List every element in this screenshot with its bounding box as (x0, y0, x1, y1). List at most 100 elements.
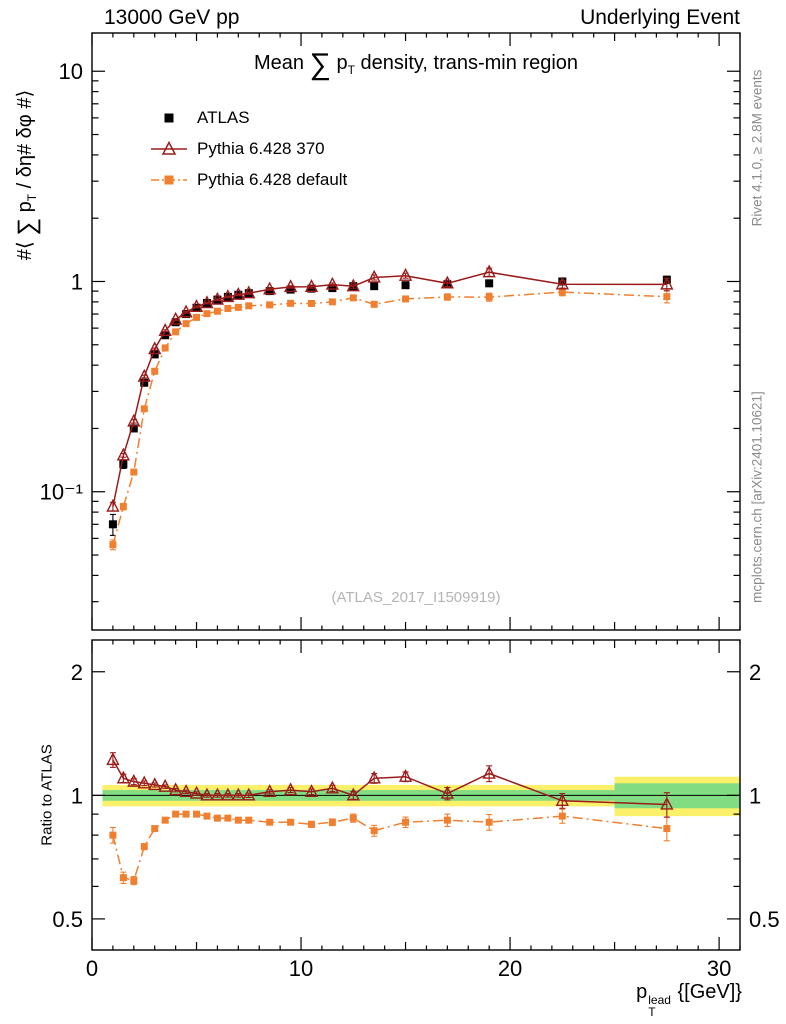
ratio-tick-label-right: 2 (749, 660, 761, 685)
marker-square (443, 293, 451, 301)
series-line (112, 813, 667, 882)
marker-open-triangle (242, 787, 256, 801)
marker-open-triangle (168, 782, 183, 796)
marker-open-triangle (263, 784, 277, 798)
marker-open-triangle (200, 787, 214, 801)
marker-square (266, 301, 274, 309)
marker-open-triangle (482, 264, 496, 278)
analysis-group-label: Underlying Event (580, 6, 740, 29)
marker-open-triangle (367, 269, 381, 283)
marker-square (213, 814, 221, 822)
marker-square (265, 287, 274, 296)
marker-open-triangle (440, 785, 455, 799)
plot-title-p-sub: T (347, 63, 355, 77)
marker-square (234, 303, 242, 311)
pythia-default-marker-icon (150, 171, 188, 189)
marker-open-triangle (137, 368, 151, 382)
x-tick-label: 20 (498, 956, 522, 981)
marker-square (349, 814, 357, 822)
marker-open-triangle (346, 787, 360, 801)
x-axis-label-unit: {[GeV]} (671, 981, 742, 1003)
marker-square (213, 307, 221, 315)
marker-square (129, 424, 138, 433)
y-axis-label: #⟨ ∑ pT / δη# δφ #⟩ (12, 90, 42, 261)
marker-square (663, 825, 671, 833)
marker-open-triangle (179, 304, 193, 318)
marker-square (151, 367, 159, 375)
marker-square (328, 284, 337, 293)
marker-open-triangle (367, 770, 381, 784)
marker-open-triangle (106, 752, 120, 766)
x-axis-label-sub: T (648, 1005, 656, 1019)
analysis-id-watermark: (ATLAS_2017_I1509919) (331, 589, 501, 606)
plot-title: Mean ∑ pT density, trans-min region (92, 48, 740, 82)
marker-open-triangle (189, 299, 204, 312)
ratio-tick-label-left: 0.5 (52, 907, 83, 932)
marker-open-triangle (221, 289, 235, 303)
marker-square (328, 298, 336, 306)
x-axis-label: p lead T {[GeV]} (636, 981, 742, 1018)
marker-open-triangle (179, 784, 193, 798)
legend-marker-shape (164, 113, 174, 122)
marker-square (370, 827, 378, 835)
marker-square (245, 816, 253, 824)
x-axis-label-sup: lead (648, 993, 671, 1007)
marker-square (140, 843, 148, 851)
marker-square (130, 468, 138, 476)
marker-square (558, 288, 566, 296)
marker-open-triangle (482, 765, 496, 779)
marker-square (349, 294, 357, 302)
ratio-axis-label: Ratio to ATLAS (38, 744, 56, 846)
marker-square (119, 874, 127, 882)
marker-square (140, 405, 148, 413)
marker-square (224, 814, 232, 822)
series-line (112, 291, 667, 545)
marker-square (203, 812, 211, 820)
marker-square (663, 293, 671, 301)
marker-square (286, 285, 295, 294)
rivet-version-note: Rivet 4.1.0, ≥ 2.8M events (749, 69, 765, 227)
legend-label-pythia-default: Pythia 6.428 default (197, 169, 348, 189)
marker-square (203, 310, 211, 318)
marker-square (402, 818, 410, 826)
y-tick-label: 1 (71, 269, 83, 294)
marker-open-triangle (221, 787, 235, 801)
marker-open-triangle (231, 286, 245, 300)
marker-open-triangle (116, 447, 131, 461)
ratio-panel-series (106, 752, 674, 886)
plot-title-p: p (330, 52, 348, 74)
marker-square (443, 816, 451, 824)
legend-label-pythia-370: Pythia 6.428 370 (197, 138, 325, 158)
axes (91, 32, 741, 951)
ratio-uncertainty-band (92, 776, 740, 817)
ratio-tick-label-right: 1 (749, 783, 761, 808)
marker-square (266, 818, 274, 826)
marker-open-triangle (148, 341, 162, 355)
marker-square (402, 295, 410, 303)
legend-marker-shape (161, 140, 177, 155)
marker-open-triangle (116, 770, 131, 784)
marker-open-triangle (555, 793, 569, 806)
legend-item-pythia-370: Pythia 6.428 370 (150, 133, 347, 164)
marker-square (130, 877, 138, 885)
marker-open-triangle (158, 323, 172, 336)
marker-open-triangle (398, 267, 413, 281)
marker-square (401, 281, 410, 290)
x-tick-label: 30 (707, 956, 731, 981)
marker-square (245, 302, 253, 310)
marker-square (307, 820, 315, 828)
marker-open-triangle (210, 787, 225, 801)
marker-square (161, 816, 169, 824)
marker-square (171, 318, 180, 327)
marker-square (119, 460, 128, 469)
marker-open-triangle (398, 769, 413, 782)
marker-square (558, 812, 566, 820)
marker-open-triangle (283, 279, 298, 293)
marker-square (140, 378, 149, 387)
y-axis-label-prefix: #⟨ (14, 235, 36, 261)
marker-square (108, 520, 117, 529)
marker-square (182, 810, 190, 818)
marker-open-triangle (210, 291, 225, 305)
x-tick-label: 0 (86, 956, 98, 981)
